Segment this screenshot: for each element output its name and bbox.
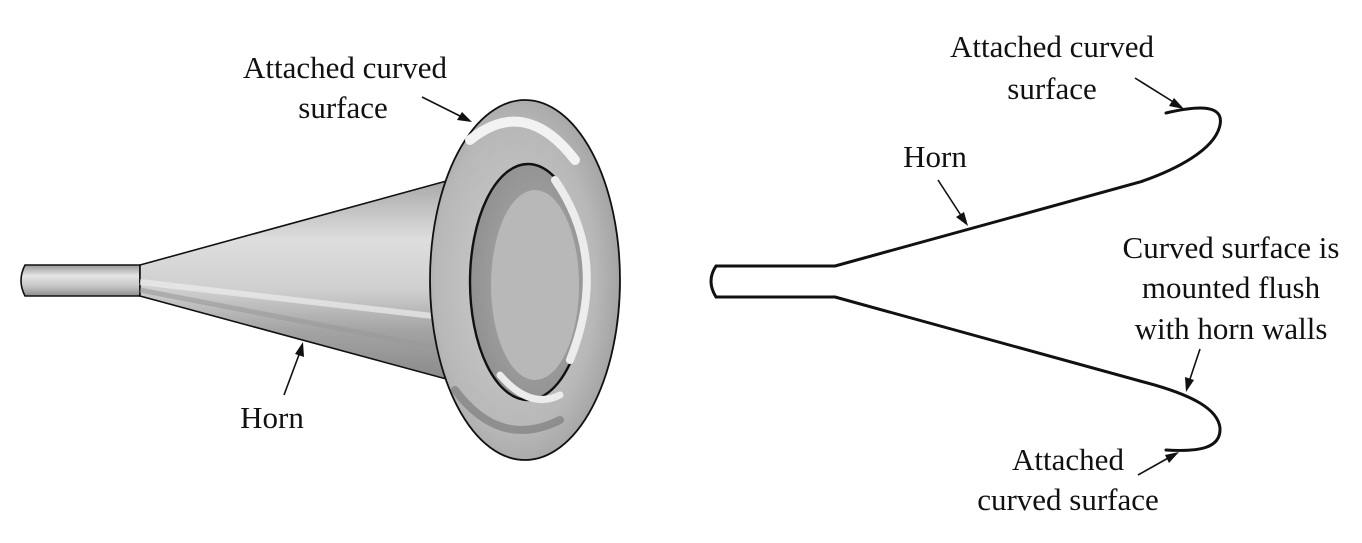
label-attached-curved-line1: Attached curved <box>243 50 447 85</box>
arrow-horn-left <box>283 342 304 396</box>
label-attached-top-line1: Attached curved <box>950 29 1154 64</box>
feed-stub <box>709 264 835 299</box>
arrow-attached-left <box>421 96 472 122</box>
horn-cross-section: Attached curved surface Horn Curved surf… <box>709 29 1340 517</box>
arrow-attached-bottom <box>1137 452 1179 476</box>
label-horn-right: Horn <box>903 139 967 174</box>
label-attached-curved-line2: surface <box>298 90 388 125</box>
label-flush-line2: mounted flush <box>1142 270 1321 305</box>
label-horn-left: Horn <box>240 400 304 435</box>
feed-tube <box>20 264 141 297</box>
arrow-horn-right <box>937 179 968 226</box>
horn-cone <box>139 178 451 382</box>
horn-3d: Attached curved surface Horn <box>20 50 621 461</box>
curved-flange <box>429 99 621 461</box>
label-flush-line3: with horn walls <box>1135 311 1328 346</box>
upper-wall <box>833 106 1222 268</box>
label-attached-top-line2: surface <box>1007 71 1097 106</box>
label-flush-line1: Curved surface is <box>1123 230 1340 265</box>
label-attached-bottom-line2: curved surface <box>977 482 1159 517</box>
lower-wall <box>833 295 1222 452</box>
label-attached-bottom-line1: Attached <box>1012 442 1124 477</box>
arrow-attached-top <box>1134 77 1184 109</box>
arrow-flush <box>1185 348 1201 392</box>
